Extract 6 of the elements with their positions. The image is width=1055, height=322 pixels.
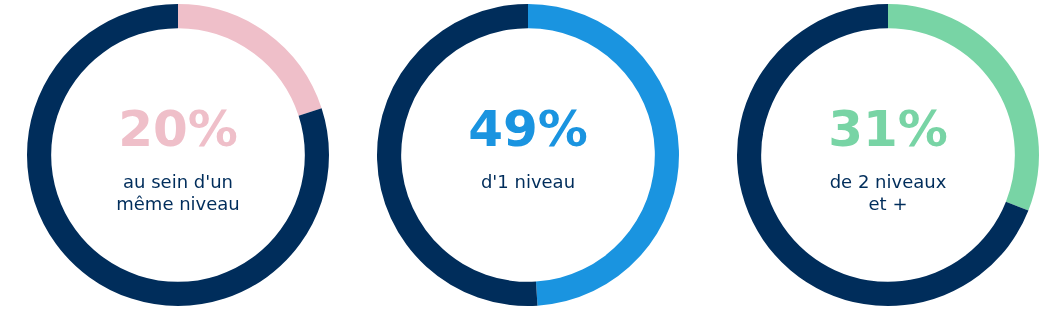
slice-label: de 2 niveaux et +: [829, 170, 947, 214]
slice-label: au sein d'un même niveau: [116, 170, 240, 214]
slice-label: d'1 niveau: [480, 170, 576, 192]
data-label: 20%: [118, 99, 238, 158]
data-label: 31%: [828, 99, 948, 158]
data-label: 49%: [468, 99, 588, 158]
